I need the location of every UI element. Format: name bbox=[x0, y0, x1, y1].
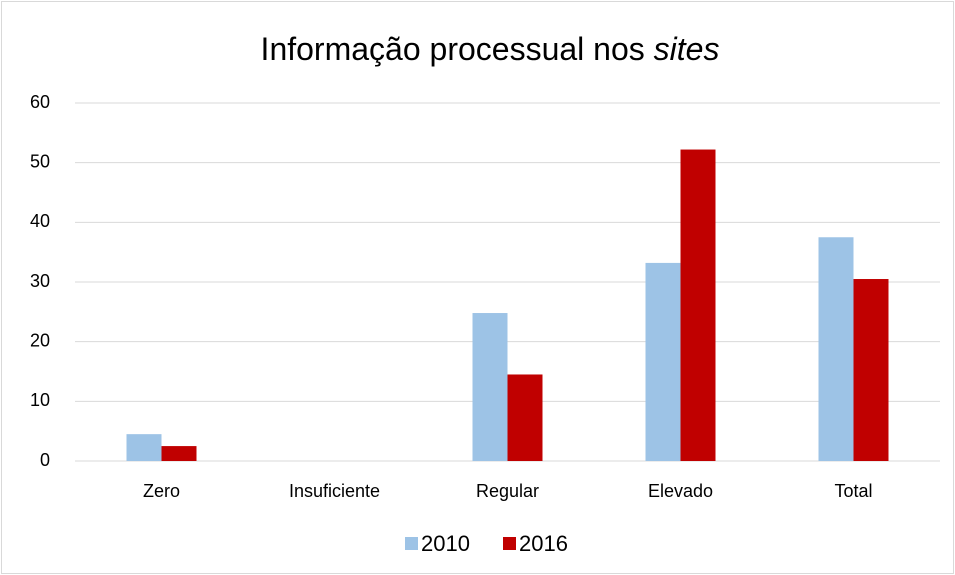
chart-title: Informação processual nos sites bbox=[261, 31, 720, 67]
legend-swatch bbox=[405, 537, 418, 550]
x-tick-label: Zero bbox=[143, 481, 180, 501]
y-tick-label: 50 bbox=[30, 151, 50, 171]
y-tick-label: 10 bbox=[30, 390, 50, 410]
bar bbox=[680, 149, 716, 462]
bar bbox=[818, 237, 854, 461]
y-tick-label: 30 bbox=[30, 271, 50, 291]
x-tick-label: Elevado bbox=[648, 481, 713, 501]
x-tick-label: Total bbox=[834, 481, 872, 501]
bar bbox=[126, 434, 162, 461]
bar bbox=[472, 313, 508, 461]
legend-label: 2010 bbox=[421, 531, 470, 556]
y-tick-label: 20 bbox=[30, 330, 50, 350]
y-tick-label: 40 bbox=[30, 211, 50, 231]
bar bbox=[161, 446, 197, 461]
bar bbox=[507, 374, 543, 461]
legend-label: 2016 bbox=[519, 531, 568, 556]
bar bbox=[853, 279, 889, 461]
x-tick-label: Regular bbox=[476, 481, 539, 501]
legend-swatch bbox=[503, 537, 516, 550]
bar bbox=[645, 262, 681, 461]
y-tick-label: 0 bbox=[40, 450, 50, 470]
y-tick-label: 60 bbox=[30, 92, 50, 112]
x-tick-label: Insuficiente bbox=[289, 481, 380, 501]
